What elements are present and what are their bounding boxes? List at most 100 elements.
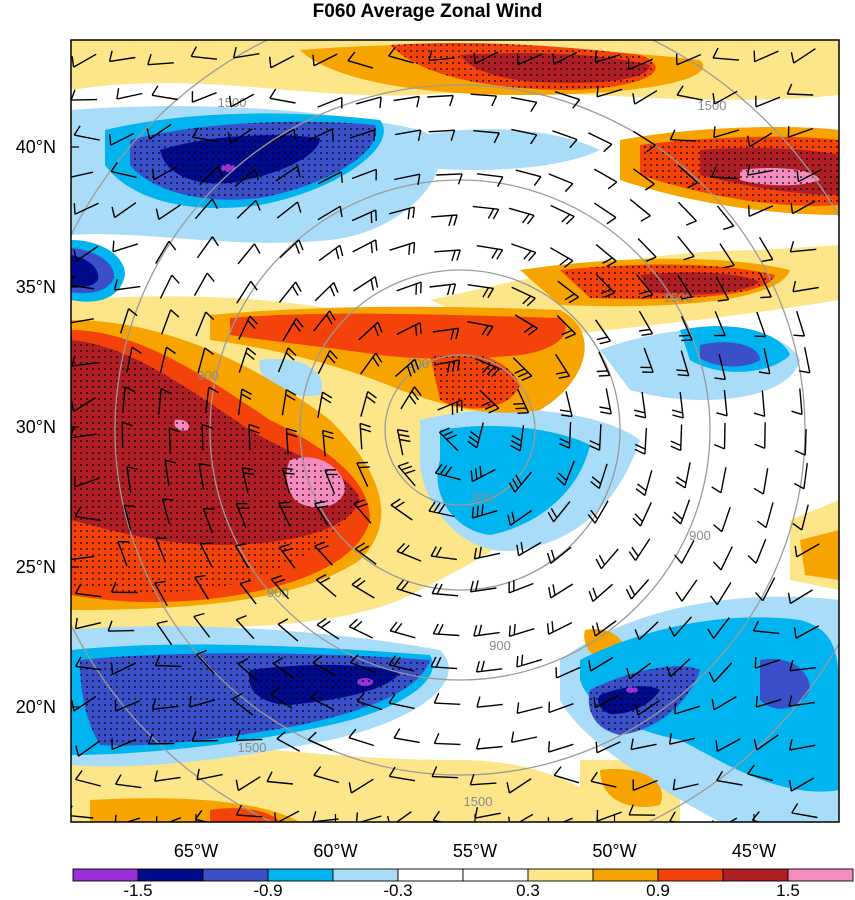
wind-barb	[112, 240, 139, 253]
wind-barb	[677, 235, 695, 261]
wind-barb	[353, 276, 379, 292]
wind-barb	[313, 766, 339, 784]
colorbar-label: -0.3	[383, 881, 412, 900]
colorbar-swatch	[722, 868, 789, 882]
wind-barb	[273, 657, 295, 680]
wind-barb	[75, 656, 102, 671]
significance-stippling	[71, 43, 839, 746]
wind-barb	[674, 702, 700, 715]
wind-barb	[712, 817, 738, 822]
wind-barb	[476, 173, 504, 187]
wind-barb	[151, 85, 178, 101]
contour-ring-inner	[384, 354, 536, 506]
wind-barb	[360, 390, 377, 417]
wind-barb	[389, 241, 416, 255]
wind-barb	[281, 389, 297, 416]
wind-barb	[394, 173, 421, 186]
wind-barb	[708, 662, 733, 683]
colorbar-swatch	[72, 868, 139, 882]
wind-barb	[467, 284, 495, 299]
wind-barb	[276, 731, 301, 752]
wind-barb	[712, 90, 738, 105]
wind-barb	[711, 695, 737, 711]
wind-barb	[791, 388, 803, 416]
wind-barb	[193, 612, 211, 638]
wind-barb	[719, 243, 735, 269]
contour-ring	[299, 269, 621, 591]
wind-barb	[394, 129, 422, 142]
wind-barb	[596, 85, 623, 98]
wind-barb	[473, 51, 499, 65]
wind-barb	[159, 274, 180, 299]
wind-barb	[428, 129, 456, 141]
wind-barb	[793, 310, 806, 337]
contour-label: 1500	[238, 740, 267, 755]
wind-barb	[467, 422, 484, 449]
wind-barb	[791, 803, 818, 819]
latitude-label: 20°N	[16, 697, 56, 717]
wind-barb	[666, 658, 691, 678]
wind-barb	[349, 654, 375, 674]
wind-barb	[506, 778, 532, 794]
latitude-label: 35°N	[16, 277, 56, 297]
map-frame	[70, 39, 840, 823]
wind-barb	[156, 620, 173, 646]
wind-barb	[475, 358, 500, 377]
wind-barb	[793, 463, 808, 490]
wind-barb	[108, 50, 136, 63]
wind-barb	[789, 659, 816, 672]
wind-barb	[396, 281, 422, 295]
wind-barb	[394, 358, 420, 378]
colorbar-swatch	[202, 868, 269, 882]
wind-barb	[754, 422, 766, 449]
wind-barb	[710, 582, 732, 606]
wind-barb	[508, 580, 534, 594]
wind-barb	[317, 350, 338, 375]
wind-barb	[312, 53, 338, 67]
wind-barb	[312, 655, 336, 677]
wind-barb	[669, 129, 697, 142]
wind-barb	[594, 51, 621, 63]
wind-barb	[275, 165, 301, 182]
wind-barb	[190, 46, 218, 60]
colorbar-swatch	[267, 868, 334, 882]
wind-barb	[593, 202, 617, 225]
wind-barb	[630, 738, 657, 751]
colorbar-swatch	[592, 868, 659, 882]
contour-label: 300	[471, 490, 493, 505]
wind-barb	[74, 475, 100, 488]
wind-barb	[193, 272, 215, 297]
wind-barb	[758, 236, 774, 262]
wind-barb	[793, 625, 820, 639]
wind-barb	[548, 583, 574, 599]
wind-barb	[196, 768, 223, 781]
wind-barb	[632, 168, 655, 191]
wind-barb	[508, 813, 534, 822]
wind-barb	[199, 166, 224, 186]
wind-barb	[752, 620, 780, 635]
wind-barb	[513, 388, 530, 414]
wind-barb	[626, 662, 652, 680]
contour-label: 900	[489, 638, 511, 653]
wind-barb	[677, 164, 698, 189]
wind-barb	[388, 655, 415, 672]
wind-barb	[792, 280, 819, 293]
wind-barb	[786, 83, 814, 96]
wind-barb	[712, 546, 733, 571]
wind-barb	[282, 318, 304, 342]
wind-barb	[228, 93, 255, 108]
wind-barb	[155, 240, 177, 264]
wind-barb	[432, 810, 445, 822]
wind-barb	[352, 239, 378, 254]
wind-barb	[469, 774, 497, 786]
wind-barb	[675, 579, 698, 602]
longitude-label: 45°W	[732, 841, 776, 861]
wind-barb	[507, 509, 533, 526]
colorbar-swatch	[657, 868, 724, 882]
wind-barb	[671, 391, 684, 419]
wind-barb	[111, 738, 137, 751]
wind-barb	[359, 422, 372, 450]
wind-barb	[753, 734, 779, 751]
wind-barb	[113, 279, 141, 291]
wind-barb	[279, 239, 304, 259]
